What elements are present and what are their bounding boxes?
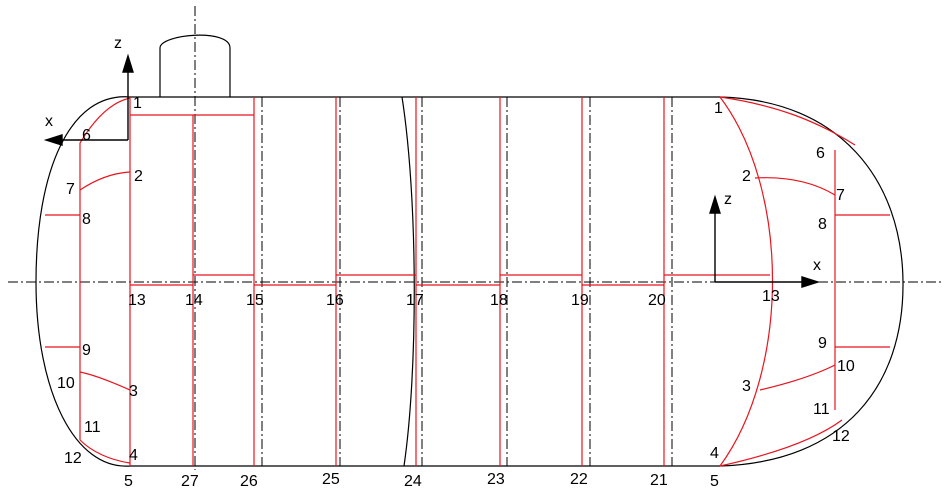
right-x-label: x (813, 257, 821, 274)
node-label: 2 (742, 168, 751, 185)
mesh-arc-12-4 (79, 439, 131, 464)
left-z-label: z (114, 35, 122, 52)
left-z-arrow-icon (122, 53, 134, 73)
node-label: 23 (487, 471, 505, 488)
mesh-arc-7-2 (79, 171, 131, 191)
node-label: 16 (326, 292, 344, 309)
center-lines (8, 6, 942, 470)
node-label: 9 (818, 335, 827, 352)
node-label: 13 (762, 288, 780, 305)
node-label: 11 (813, 401, 830, 418)
node-label: 14 (185, 292, 203, 309)
node-label: 10 (837, 358, 855, 375)
mesh-arc-10-3 (79, 371, 131, 391)
node-label: 15 (246, 292, 264, 309)
node-label: 12 (832, 428, 850, 445)
node-label: 9 (82, 342, 91, 359)
mesh-arc-1-6 (719, 96, 856, 146)
node-label: 4 (710, 445, 719, 462)
node-label: 8 (82, 211, 91, 228)
node-label: 21 (650, 472, 668, 489)
mesh-arc-2-7 (754, 177, 836, 196)
dome-outline (159, 34, 231, 97)
node-label: 27 (181, 473, 199, 490)
node-labels: 1 2 3 4 5 6 7 8 9 10 11 12 13 14 15 16 1… (57, 95, 855, 490)
node-label: 7 (66, 181, 75, 198)
node-label: 24 (404, 473, 422, 490)
node-label: 11 (84, 419, 101, 436)
node-label: 5 (124, 473, 133, 490)
node-label: 3 (129, 383, 138, 400)
node-label: 13 (128, 292, 146, 309)
node-label: 7 (836, 187, 845, 204)
node-label: 5 (710, 473, 719, 490)
node-label: 19 (571, 292, 589, 309)
right-x-arrow-icon (801, 276, 821, 288)
right-z-label: z (724, 191, 732, 208)
node-label: 4 (129, 447, 138, 464)
left-axes (43, 53, 134, 146)
node-label: 22 (570, 471, 588, 488)
node-label: 12 (64, 450, 82, 467)
mesh-arc-3-10 (759, 364, 836, 391)
mesh-arc-6-1 (79, 97, 131, 144)
node-label: 3 (742, 378, 751, 395)
node-label: 1 (133, 95, 142, 112)
node-label: 6 (82, 127, 91, 144)
node-label: 2 (134, 168, 143, 185)
mesh-arc-4-12 (719, 419, 843, 467)
node-label: 26 (240, 473, 258, 490)
right-z-arrow-icon (709, 194, 721, 214)
tank-outline (35, 34, 904, 467)
mesh-right-head-arc (719, 96, 773, 467)
left-x-arrow-icon (43, 134, 63, 146)
curved-bulkhead (401, 96, 415, 467)
node-label: 18 (490, 292, 508, 309)
mesh-lines (45, 96, 890, 467)
left-head-outline (35, 96, 131, 467)
node-label: 17 (406, 292, 424, 309)
node-label: 6 (816, 145, 825, 162)
node-label: 1 (714, 100, 723, 117)
left-x-label: x (45, 113, 53, 130)
node-label: 8 (818, 216, 827, 233)
node-label: 25 (322, 471, 340, 488)
node-label: 20 (648, 292, 666, 309)
right-axes (709, 194, 821, 288)
node-label: 10 (57, 375, 75, 392)
